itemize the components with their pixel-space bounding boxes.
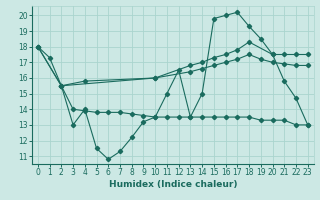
X-axis label: Humidex (Indice chaleur): Humidex (Indice chaleur) [108,180,237,189]
